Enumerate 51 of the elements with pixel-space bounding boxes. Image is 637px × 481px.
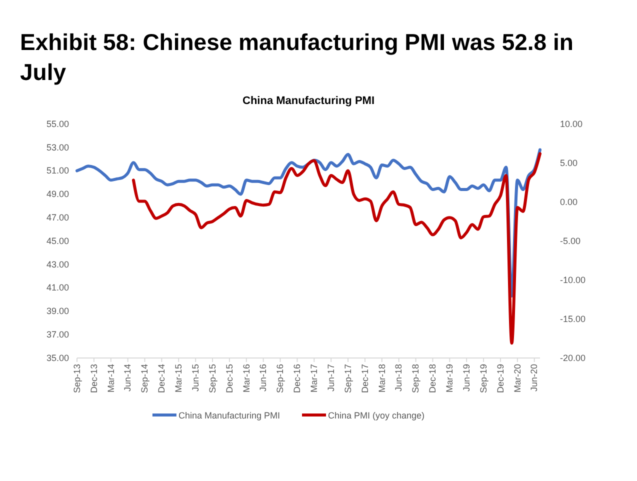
line-series	[132, 152, 542, 345]
x-tick-label: Jun-18	[394, 364, 404, 392]
y-tick-label: 35.00	[46, 352, 69, 363]
x-tick-label: Sep-14	[140, 364, 150, 394]
x-tick-label: Dec-14	[156, 364, 167, 394]
y2-tick-label: 0.00	[560, 196, 578, 207]
y-tick-label: 47.00	[46, 212, 69, 222]
x-tick-label: Mar-16	[241, 364, 252, 393]
legend-label: China Manufacturing PMI	[178, 410, 280, 420]
x-tick-label: Mar-15	[174, 364, 184, 393]
x-tick-label: Mar-14	[106, 364, 116, 393]
y-tick-label: 45.00	[46, 236, 69, 246]
x-tick-label: Mar-20	[512, 364, 522, 393]
x-tick-label: Jun-20	[529, 364, 540, 392]
x-tick-label: Dec-19	[495, 364, 506, 394]
x-tick-label: Dec-18	[428, 364, 438, 394]
y-tick-label: 39.00	[46, 306, 69, 316]
x-tick-label: Dec-16	[292, 364, 302, 394]
y-tick-label: 51.00	[46, 166, 69, 176]
y-tick-label: 55.00	[46, 118, 69, 129]
x-tick-label: Mar-19	[444, 364, 455, 393]
y2-tick-label: -15.00	[560, 314, 586, 324]
x-tick-label: Sep-16	[275, 364, 286, 394]
x-tick-label: Sep-17	[342, 364, 353, 394]
y2-tick-label: -10.00	[560, 274, 586, 285]
x-tick-label: Jun-17	[326, 364, 336, 392]
x-tick-label: Mar-18	[376, 364, 387, 393]
x-tick-label: Dec-17	[360, 364, 370, 394]
x-tick-label: Jun-19	[461, 364, 472, 392]
chart-title: Exhibit 58: Chinese manufacturing PMI was 52.8 in July	[20, 29, 574, 85]
y2-tick-label: 10.00	[560, 118, 583, 129]
y-tick-label: 37.00	[46, 329, 69, 340]
y2-tick-label: 5.00	[560, 158, 578, 168]
y-tick-label: 53.00	[46, 142, 69, 152]
y2-tick-label: -20.00	[560, 352, 586, 363]
chart-subtitle: China Manufacturing PMI	[242, 95, 374, 107]
y-tick-label: 43.00	[46, 259, 69, 270]
x-tick-label: Sep-18	[410, 364, 421, 394]
x-tick-label: Jun-14	[122, 364, 133, 392]
x-tick-label: Sep-13	[72, 364, 82, 394]
x-tick-label: Dec-15	[224, 364, 234, 394]
x-tick-label: Dec-13	[88, 364, 99, 394]
y2-tick-label: -5.00	[560, 236, 581, 246]
x-tick-label: Sep-15	[207, 364, 218, 394]
y-tick-label: 41.00	[46, 282, 69, 293]
x-tick-label: Sep-19	[478, 364, 488, 394]
x-tick-label: Jun-16	[258, 364, 268, 392]
y-tick-label: 49.00	[46, 189, 69, 200]
legend-label: China PMI (yoy change)	[328, 410, 425, 420]
x-tick-label: Jun-15	[190, 364, 200, 392]
x-tick-label: Mar-17	[309, 364, 320, 393]
